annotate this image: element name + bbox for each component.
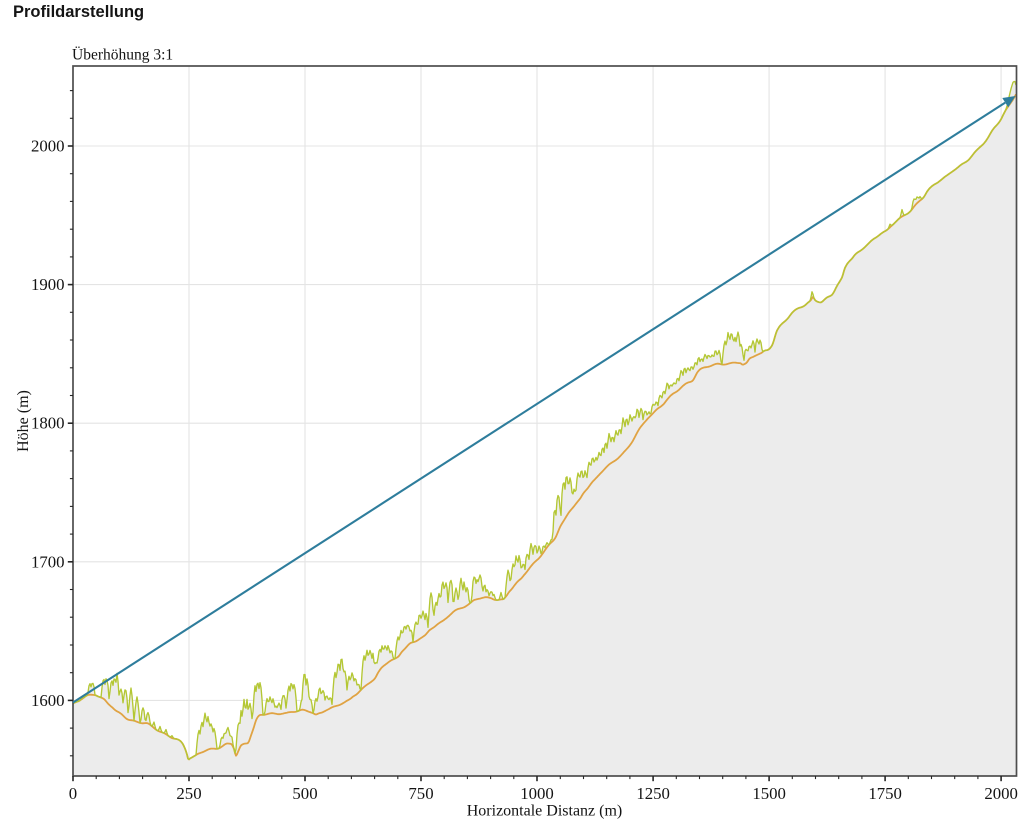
svg-text:1500: 1500 <box>752 784 786 803</box>
svg-text:1000: 1000 <box>520 784 554 803</box>
svg-text:Höhe (m): Höhe (m) <box>15 390 32 452</box>
svg-text:1900: 1900 <box>31 275 65 294</box>
svg-text:2000: 2000 <box>31 137 65 156</box>
svg-text:0: 0 <box>69 784 77 803</box>
svg-text:500: 500 <box>292 784 317 803</box>
svg-text:750: 750 <box>408 784 433 803</box>
svg-text:2000: 2000 <box>984 784 1018 803</box>
svg-text:1600: 1600 <box>31 691 65 710</box>
svg-text:1750: 1750 <box>868 784 902 803</box>
svg-text:Horizontale Distanz (m): Horizontale Distanz (m) <box>467 803 623 820</box>
svg-text:250: 250 <box>176 784 201 803</box>
svg-text:1700: 1700 <box>31 552 65 571</box>
svg-text:1800: 1800 <box>31 414 65 433</box>
svg-text:Überhöhung 3:1: Überhöhung 3:1 <box>72 47 173 64</box>
svg-text:1250: 1250 <box>636 784 670 803</box>
